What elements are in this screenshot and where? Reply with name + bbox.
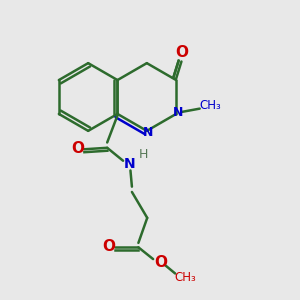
Text: H: H [139, 148, 148, 161]
Text: CH₃: CH₃ [175, 272, 196, 284]
Text: CH₃: CH₃ [199, 100, 221, 112]
Text: O: O [103, 239, 116, 254]
Text: O: O [71, 141, 84, 156]
Text: N: N [124, 157, 136, 171]
Text: N: N [143, 126, 154, 140]
Text: O: O [154, 254, 167, 269]
Text: N: N [172, 106, 183, 119]
Text: O: O [175, 45, 188, 60]
